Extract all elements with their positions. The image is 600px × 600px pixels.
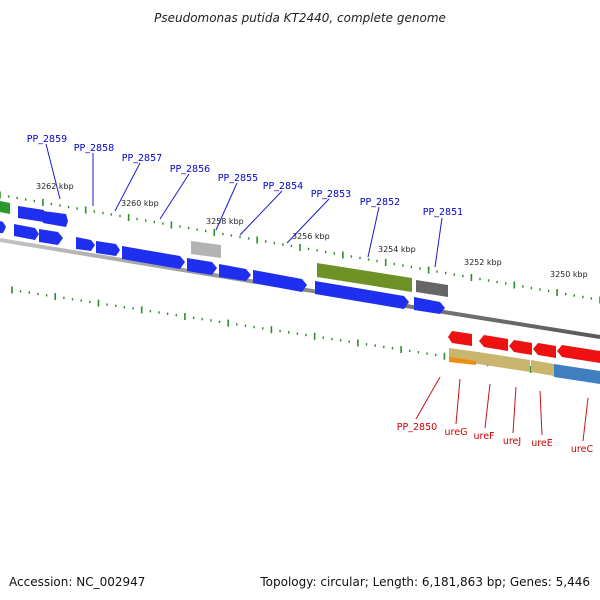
gene-label[interactable]: ureC	[571, 444, 594, 455]
gene-label[interactable]: PP_2851	[423, 207, 463, 218]
gene-label[interactable]: PP_2850	[397, 422, 437, 433]
map-title: Pseudomonas putida KT2440, complete geno…	[154, 11, 446, 25]
gene-arrow[interactable]	[317, 263, 412, 292]
gene-label[interactable]: PP_2856	[170, 164, 210, 175]
reverse-strand-genes	[448, 331, 600, 384]
scale-label: 3260 kbp	[121, 199, 159, 208]
gene-arrow[interactable]	[18, 206, 44, 222]
forward-leader-lines	[45, 143, 443, 268]
gene-arrow[interactable]	[531, 360, 554, 376]
gene-arrow[interactable]	[533, 343, 556, 358]
gene-arrow[interactable]	[479, 335, 508, 351]
gene-label[interactable]: ureF	[473, 431, 494, 442]
scale-label: 3254 kbp	[378, 245, 416, 254]
gene-arrow[interactable]	[43, 211, 68, 227]
gene-arrow[interactable]	[448, 331, 472, 346]
gene-label[interactable]: ureE	[531, 438, 553, 449]
gene-arrow[interactable]	[509, 340, 532, 355]
gene-label[interactable]: PP_2857	[122, 153, 162, 164]
gene-arrow[interactable]	[315, 281, 409, 309]
reverse-gene-labels: PP_2850 ureG ureF ureJ ureE ureC	[397, 422, 594, 455]
gene-arrow[interactable]	[39, 229, 63, 245]
accession-text: Accession: NC_002947	[9, 575, 145, 589]
gene-arrow[interactable]	[416, 280, 448, 297]
gene-arrow[interactable]	[191, 241, 221, 258]
gene-label[interactable]: PP_2858	[74, 143, 114, 154]
gene-label[interactable]: PP_2859	[27, 134, 67, 145]
gene-arrow[interactable]	[253, 270, 307, 292]
reverse-leader-lines	[415, 376, 589, 442]
forward-gene-labels: PP_2859 PP_2858 PP_2857 PP_2856 PP_2855 …	[27, 134, 463, 218]
gene-arrow[interactable]	[76, 237, 95, 251]
scale-labels: 3262 kbp 3260 kbp 3258 kbp 3256 kbp 3254…	[36, 182, 588, 279]
gene-label[interactable]: ureJ	[503, 436, 521, 447]
scale-label: 3252 kbp	[464, 258, 502, 267]
genome-backbone	[0, 238, 600, 339]
gene-arrow[interactable]	[554, 364, 600, 384]
gene-label[interactable]: PP_2854	[263, 181, 303, 192]
scale-label: 3256 kbp	[292, 232, 330, 241]
gene-label[interactable]: ureG	[445, 427, 468, 438]
gene-label[interactable]: PP_2852	[360, 197, 400, 208]
forward-strand-genes	[0, 201, 448, 314]
gene-arrow[interactable]	[96, 241, 120, 256]
gene-arrow[interactable]	[414, 297, 445, 314]
gene-arrow[interactable]	[0, 201, 10, 214]
gene-arrow[interactable]	[557, 345, 600, 363]
genome-summary-text: Topology: circular; Length: 6,181,863 bp…	[259, 575, 590, 589]
gene-arrow[interactable]	[449, 357, 476, 365]
gene-arrow[interactable]	[219, 264, 251, 281]
gene-arrow[interactable]	[478, 352, 530, 372]
gene-arrow[interactable]	[0, 221, 6, 233]
scale-label: 3250 kbp	[550, 270, 588, 279]
gene-arrow[interactable]	[14, 224, 39, 240]
gene-label[interactable]: PP_2853	[311, 189, 351, 200]
scale-ticks-upper	[0, 191, 600, 304]
gene-label[interactable]: PP_2855	[218, 173, 258, 184]
gene-arrow[interactable]	[187, 258, 217, 275]
scale-label: 3258 kbp	[206, 217, 244, 226]
scale-label: 3262 kbp	[36, 182, 74, 191]
gene-arrow[interactable]	[122, 246, 185, 269]
